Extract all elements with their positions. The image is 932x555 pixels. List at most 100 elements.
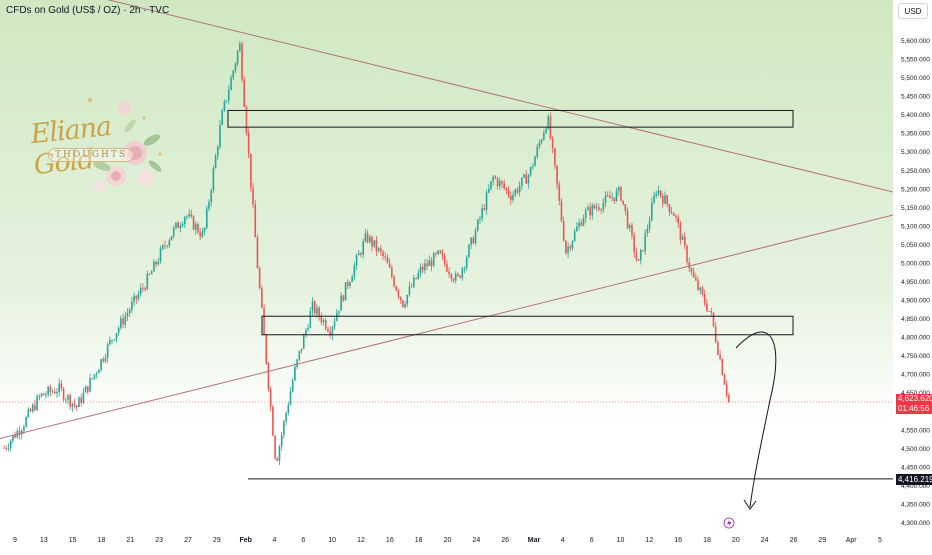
- candle: [675, 215, 677, 218]
- time-tick-label: 5: [878, 537, 882, 544]
- candle: [404, 304, 406, 308]
- candle: [578, 222, 580, 227]
- candle: [111, 339, 113, 341]
- candle: [569, 246, 572, 249]
- candle: [87, 386, 89, 392]
- candle: [322, 319, 325, 323]
- candle: [697, 280, 699, 290]
- candle: [679, 223, 682, 240]
- supply-demand-zone[interactable]: [261, 315, 794, 336]
- candle: [565, 240, 567, 254]
- candle: [58, 383, 60, 393]
- candle: [432, 253, 435, 267]
- supply-demand-zone[interactable]: [227, 109, 794, 128]
- candle: [329, 331, 331, 336]
- candle: [276, 458, 279, 461]
- candle: [430, 260, 433, 267]
- candle: [36, 396, 38, 411]
- candle: [505, 188, 508, 190]
- candle: [415, 277, 417, 279]
- price-tick-label: 4,450.000: [901, 464, 930, 471]
- time-tick-label: 21: [126, 537, 134, 544]
- currency-selector[interactable]: USD: [898, 3, 928, 19]
- time-tick-label: 16: [386, 537, 394, 544]
- candle: [153, 261, 155, 272]
- candle: [388, 263, 391, 268]
- candle: [662, 196, 664, 204]
- candle: [157, 261, 160, 265]
- candle: [606, 195, 609, 197]
- candle: [509, 195, 512, 201]
- candle: [584, 210, 587, 219]
- candle: [692, 271, 695, 278]
- candle: [100, 359, 102, 370]
- candle: [307, 327, 309, 330]
- candle: [102, 359, 105, 362]
- candle: [637, 259, 640, 261]
- candle: [126, 313, 129, 317]
- price-tick-label: 4,350.000: [901, 501, 930, 508]
- candle: [529, 167, 532, 176]
- candle: [366, 233, 369, 242]
- candle: [490, 181, 492, 189]
- candle: [250, 153, 252, 188]
- time-tick-label: 29: [213, 537, 221, 544]
- candle: [175, 222, 177, 228]
- time-tick-label: 20: [732, 537, 740, 544]
- candle: [117, 327, 120, 334]
- candle: [604, 195, 607, 203]
- candle: [576, 226, 578, 232]
- candle: [223, 101, 226, 111]
- candle: [518, 186, 521, 193]
- candle: [369, 236, 371, 242]
- candle: [205, 208, 208, 228]
- candle: [340, 295, 342, 311]
- candle: [646, 229, 649, 234]
- candle: [80, 397, 83, 403]
- time-tick-label: 13: [40, 537, 48, 544]
- candle: [344, 282, 347, 301]
- candle: [214, 155, 217, 169]
- projection-arrow[interactable]: [735, 331, 777, 508]
- candle: [717, 342, 719, 355]
- candle: [155, 261, 157, 265]
- candle: [496, 178, 499, 187]
- candle: [639, 250, 642, 261]
- candle: [650, 202, 653, 221]
- candle: [122, 318, 124, 325]
- candles: [3, 41, 730, 466]
- candle: [514, 189, 517, 196]
- candle: [38, 396, 41, 398]
- candle: [600, 209, 602, 211]
- candle: [212, 168, 215, 191]
- candle: [461, 268, 464, 278]
- candle: [71, 403, 74, 407]
- price-axis: 4,300.000 4,350.000 4,400.000 4,450.000 4,50…: [901, 38, 930, 527]
- candle: [113, 339, 116, 341]
- candle: [547, 116, 550, 129]
- candle: [258, 268, 261, 289]
- candle: [190, 214, 193, 217]
- candle: [230, 77, 232, 91]
- ascending-trendline[interactable]: [0, 214, 894, 440]
- candle: [159, 248, 162, 262]
- candle: [571, 240, 574, 249]
- candle: [56, 392, 58, 394]
- candle: [265, 334, 268, 364]
- candle: [635, 252, 638, 260]
- candle: [642, 250, 644, 252]
- candle: [681, 236, 684, 240]
- brand-logo: Eliana Gold THOUGHTS: [20, 78, 170, 203]
- descending-trendline[interactable]: [0, 0, 894, 193]
- candle: [287, 404, 290, 414]
- candle: [60, 383, 63, 389]
- candle: [150, 271, 153, 275]
- candle: [247, 133, 250, 154]
- candle: [333, 321, 336, 327]
- time-tick-label: 26: [501, 537, 509, 544]
- candle: [302, 335, 305, 349]
- price-tick-label: 5,350.000: [901, 131, 930, 138]
- time-axis: 9 13 15 18 21 23 27 29 Feb 4 6 10 12 16 18 20 24 26 Mar 4 6 1…: [13, 537, 882, 544]
